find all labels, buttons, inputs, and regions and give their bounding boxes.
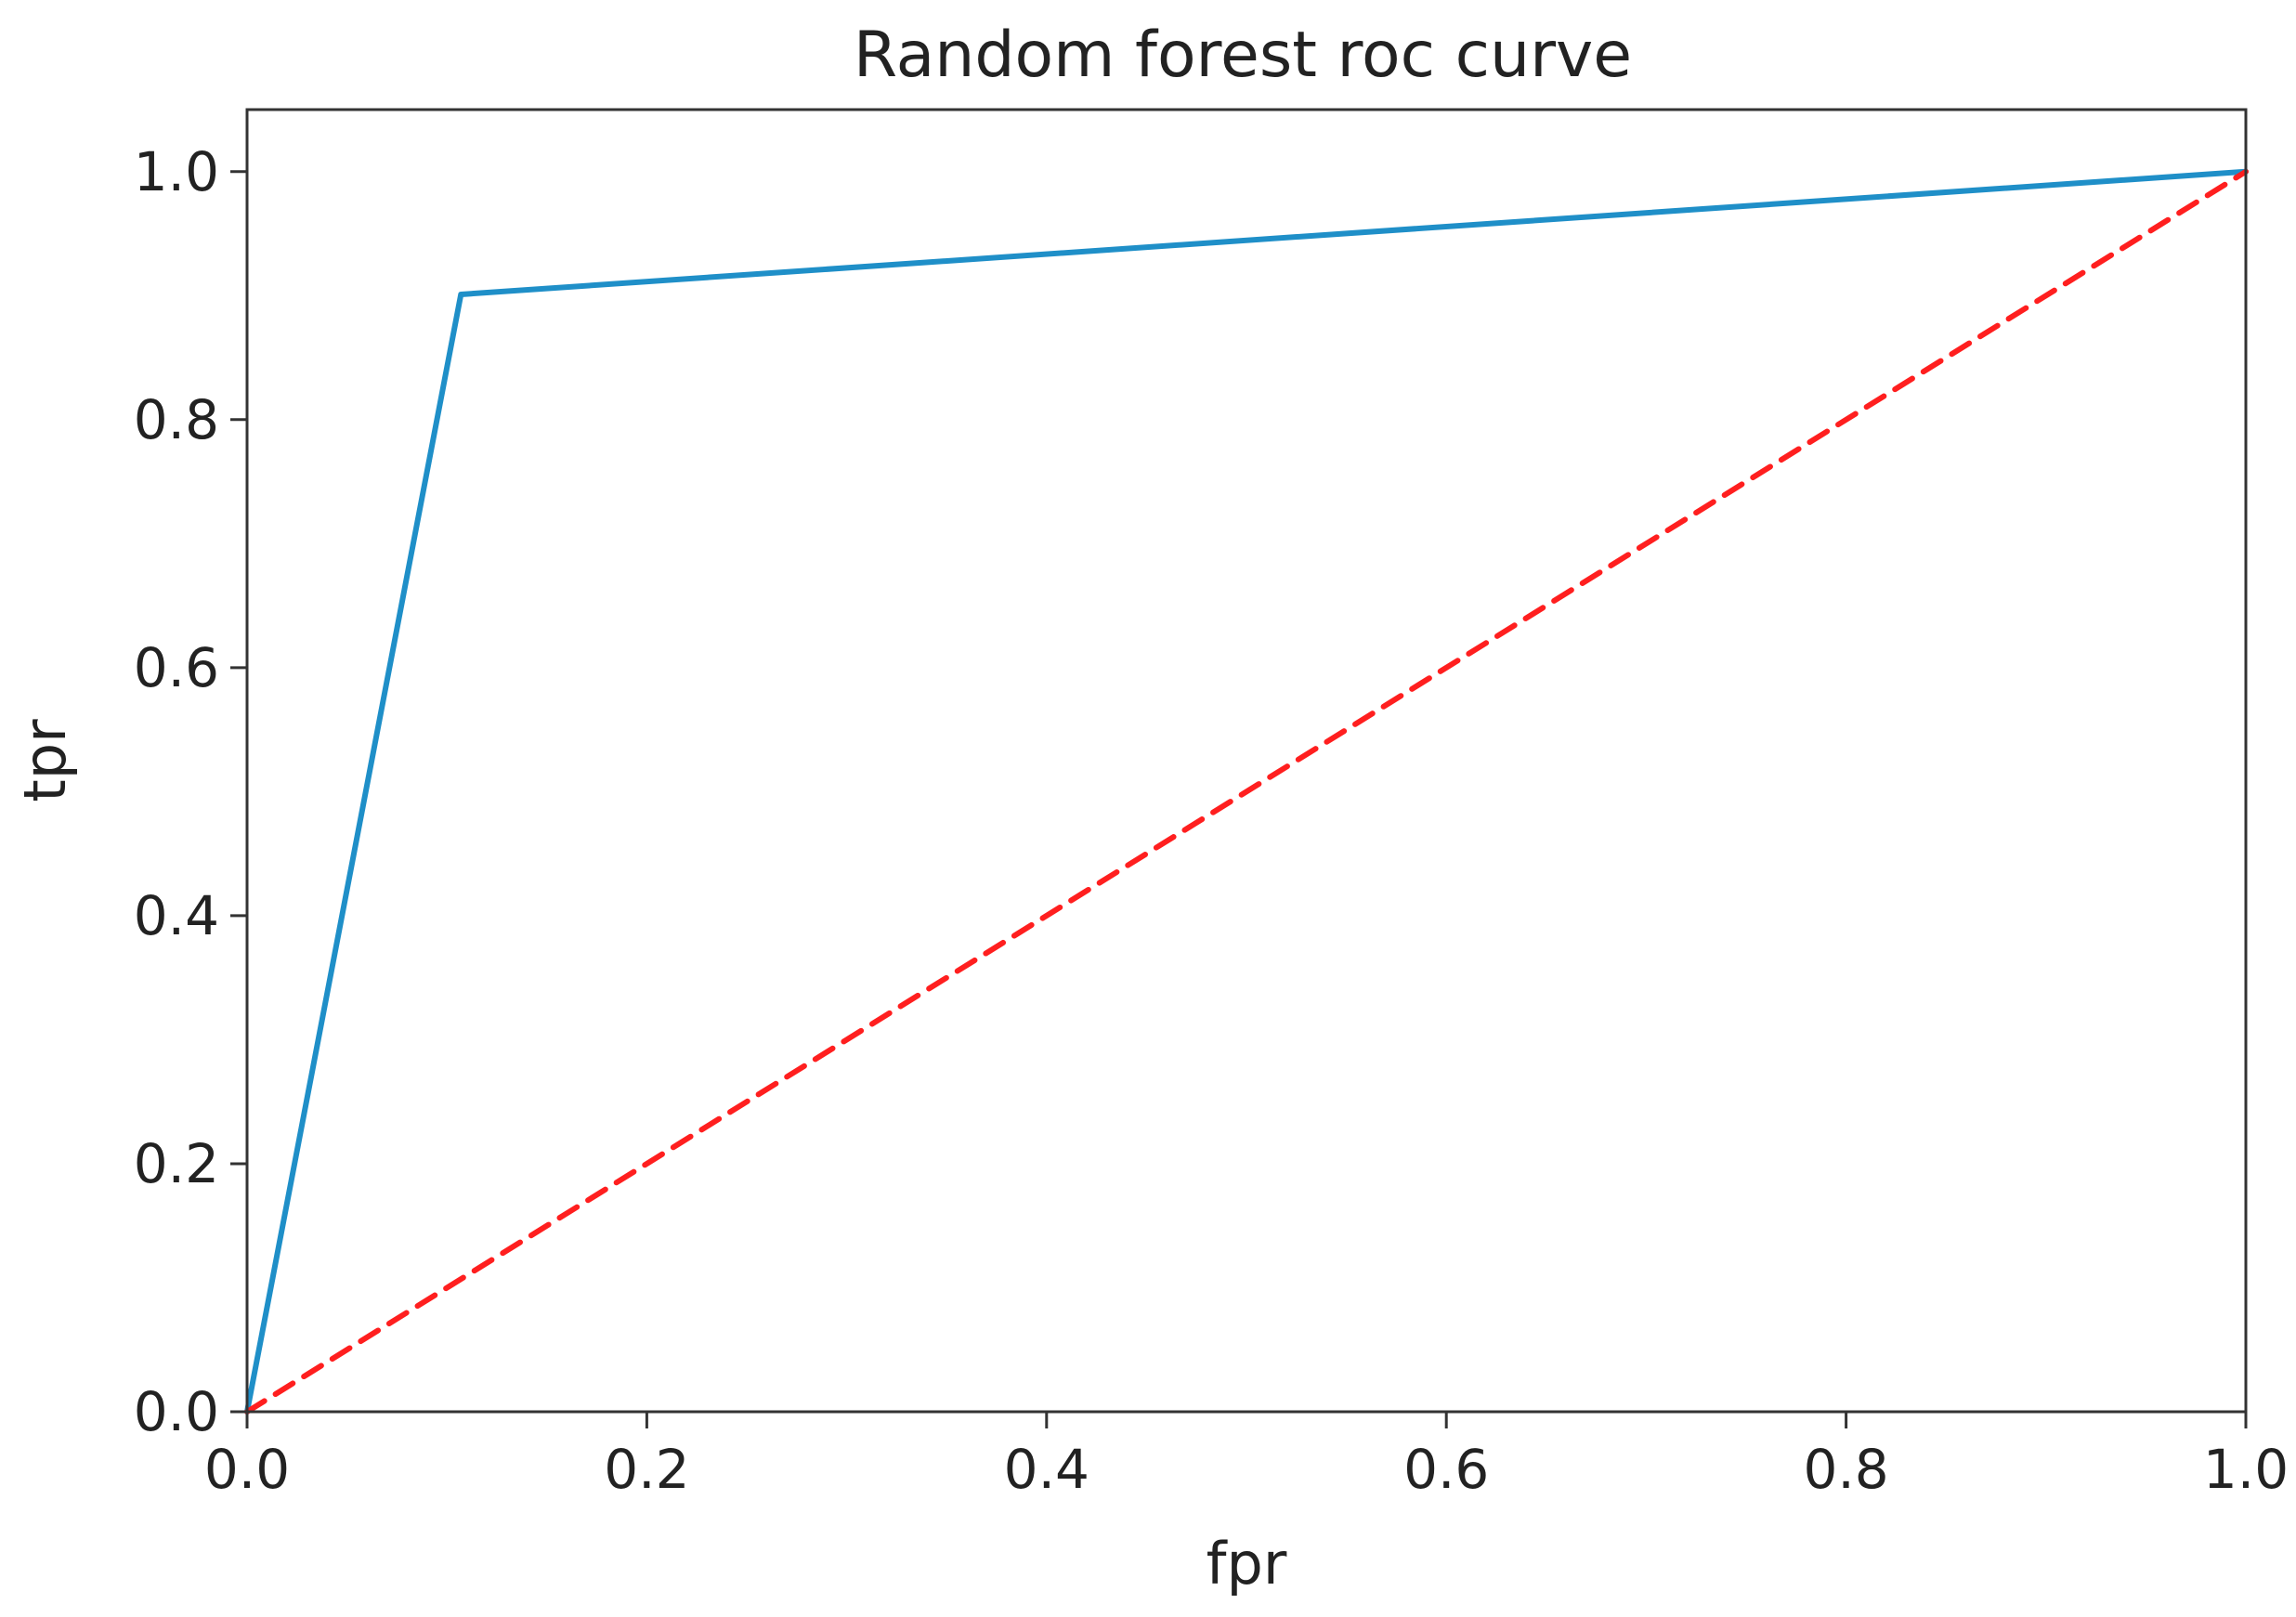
y-tick-label: 0.4 bbox=[134, 884, 219, 947]
x-tick-label: 0.2 bbox=[604, 1438, 689, 1501]
x-axis: 0.0 0.2 0.4 0.6 0.8 1.0 bbox=[204, 1412, 2289, 1501]
y-axis-label: tpr bbox=[11, 719, 79, 802]
plot-area bbox=[247, 110, 2246, 1412]
series-layer bbox=[244, 168, 2249, 1415]
y-axis: 0.0 0.2 0.4 0.6 0.8 1.0 bbox=[134, 140, 247, 1443]
x-tick-label: 0.8 bbox=[1803, 1438, 1888, 1501]
y-tick-label: 0.2 bbox=[134, 1132, 219, 1195]
x-tick-label: 0.4 bbox=[1004, 1438, 1089, 1501]
x-axis-label: fpr bbox=[1207, 1530, 1287, 1597]
x-tick-label: 0.6 bbox=[1403, 1438, 1489, 1501]
x-tick-label: 1.0 bbox=[2203, 1438, 2289, 1501]
y-tick-label: 0.6 bbox=[134, 636, 219, 699]
chart-title: Random forest roc curve bbox=[854, 19, 1632, 92]
diagonal-reference-line bbox=[244, 168, 2249, 1415]
y-tick-label: 0.0 bbox=[134, 1380, 219, 1443]
y-tick-label: 1.0 bbox=[134, 140, 219, 203]
y-tick-label: 0.8 bbox=[134, 388, 219, 451]
axes-frame bbox=[245, 108, 2248, 1414]
x-tick-label: 0.0 bbox=[204, 1438, 290, 1501]
roc-curve-line bbox=[244, 168, 2249, 1415]
